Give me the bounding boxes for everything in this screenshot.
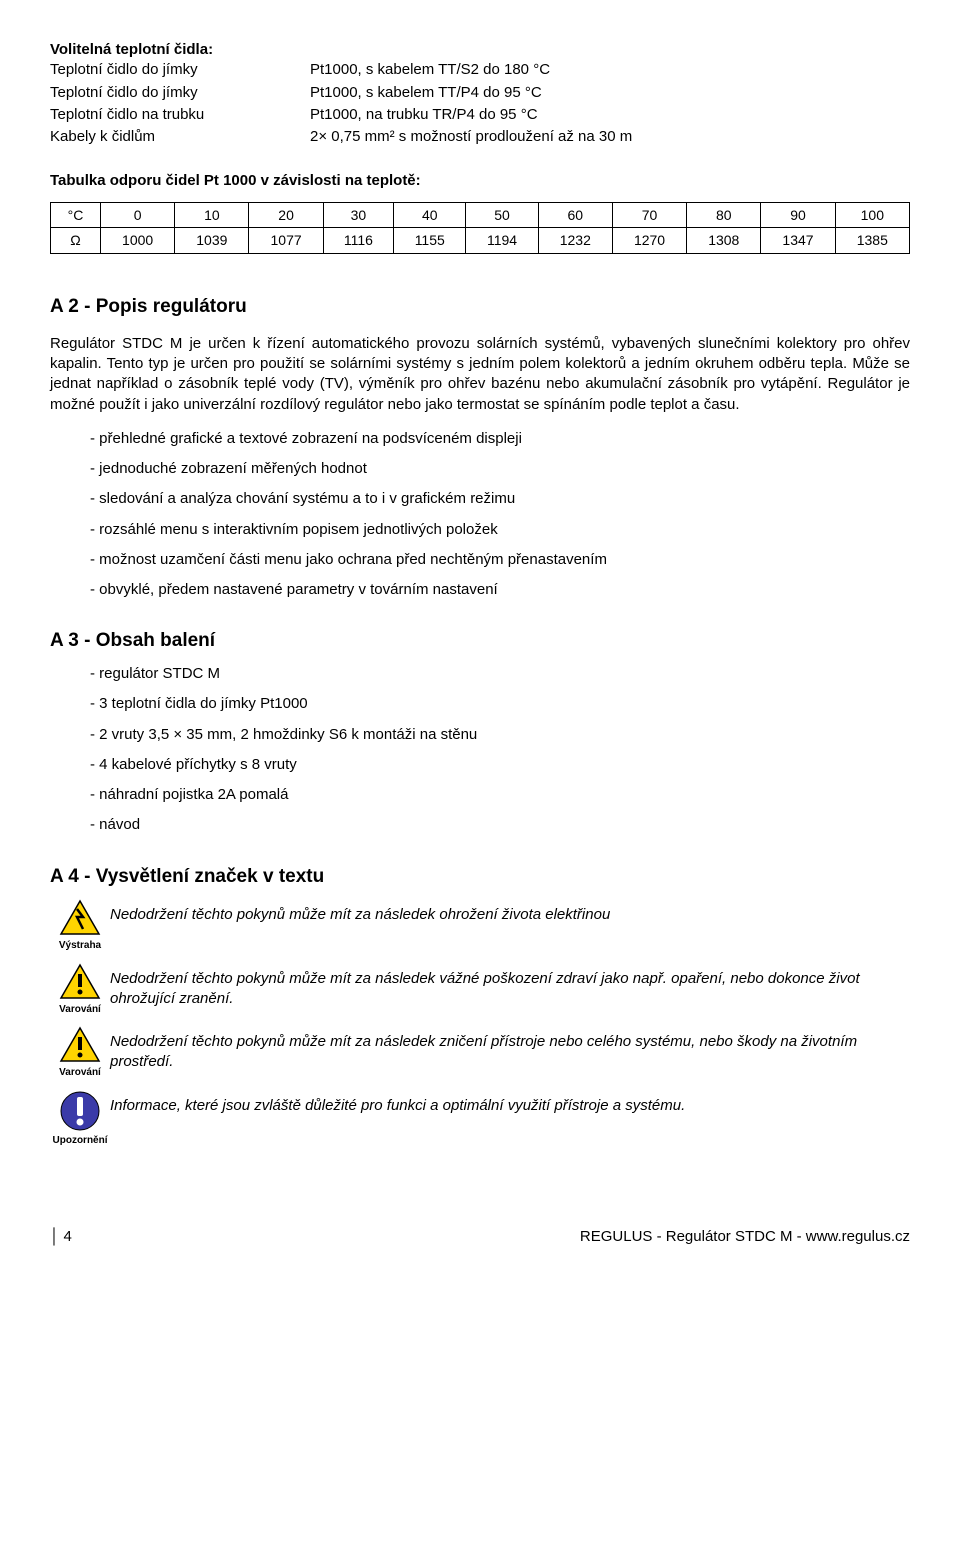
spec-label: Teplotní čidlo do jímky xyxy=(50,60,310,80)
list-item: možnost uzamčení části menu jako ochrana… xyxy=(90,550,910,570)
table-cell: 30 xyxy=(323,202,393,228)
table-cell: 70 xyxy=(612,202,686,228)
list-item: jednoduché zobrazení měřených hodnot xyxy=(90,459,910,479)
list-item: náhradní pojistka 2A pomalá xyxy=(90,785,910,805)
table-cell: 1385 xyxy=(835,228,909,254)
table-cell: 1000 xyxy=(101,228,175,254)
icon-caption: Varování xyxy=(50,1066,110,1080)
table-cell: 80 xyxy=(687,202,761,228)
spec-value: Pt1000, s kabelem TT/S2 do 180 °C xyxy=(310,60,910,80)
page-footer: │ 4 REGULUS - Regulátor STDC M - www.reg… xyxy=(50,1227,910,1247)
list-item: rozsáhlé menu s interaktivním popisem je… xyxy=(90,520,910,540)
resist-table-title: Tabulka odporu čidel Pt 1000 v závislost… xyxy=(50,171,910,191)
spec-row: Kabely k čidlům2× 0,75 mm² s možností pr… xyxy=(50,127,910,147)
bolt-icon: Výstraha xyxy=(50,899,110,953)
list-item: 4 kabelové příchytky s 8 vruty xyxy=(90,755,910,775)
icon-caption: Výstraha xyxy=(50,939,110,953)
list-item: 3 teplotní čidla do jímky Pt1000 xyxy=(90,694,910,714)
footer-product: REGULUS - Regulátor STDC M - www.regulus… xyxy=(580,1227,910,1247)
a4-title: A 4 - Vysvětlení značek v textu xyxy=(50,864,910,890)
table-cell: 0 xyxy=(101,202,175,228)
footer-page-number: │ 4 xyxy=(50,1227,72,1247)
table-cell: 1194 xyxy=(466,228,538,254)
table-cell: 50 xyxy=(466,202,538,228)
warning-text: Nedodržení těchto pokynů může mít za nás… xyxy=(110,963,910,1010)
list-item: obvyklé, předem nastavené parametry v to… xyxy=(90,580,910,600)
warning-block: VýstrahaNedodržení těchto pokynů může mí… xyxy=(50,899,910,953)
spec-label: Kabely k čidlům xyxy=(50,127,310,147)
spec-value: 2× 0,75 mm² s možností prodloužení až na… xyxy=(310,127,910,147)
warning-text: Informace, které jsou zvláště důležité p… xyxy=(110,1090,910,1116)
spec-row: Teplotní čidlo do jímkyPt1000, s kabelem… xyxy=(50,60,910,80)
spec-value: Pt1000, na trubku TR/P4 do 95 °C xyxy=(310,105,910,125)
a2-paragraph: Regulátor STDC M je určen k řízení autom… xyxy=(50,334,910,415)
table-cell: 1347 xyxy=(761,228,835,254)
spec-row: Teplotní čidlo do jímkyPt1000, s kabelem… xyxy=(50,83,910,103)
table-cell: 90 xyxy=(761,202,835,228)
resist-table: °C0102030405060708090100 Ω10001039107711… xyxy=(50,202,910,255)
table-cell: 100 xyxy=(835,202,909,228)
table-cell: 60 xyxy=(538,202,612,228)
list-item: přehledné grafické a textové zobrazení n… xyxy=(90,429,910,449)
table-cell: Ω xyxy=(51,228,101,254)
list-item: sledování a analýza chování systému a to… xyxy=(90,489,910,509)
info-icon: Upozornění xyxy=(50,1090,110,1148)
table-cell: 1270 xyxy=(612,228,686,254)
warning-block: Upozornění Informace, které jsou zvláště … xyxy=(50,1090,910,1148)
table-cell: 1232 xyxy=(538,228,612,254)
table-cell: 1116 xyxy=(323,228,393,254)
spec-row: Teplotní čidlo na trubkuPt1000, na trubk… xyxy=(50,105,910,125)
icon-caption: Upozornění xyxy=(50,1134,110,1148)
exclamation-icon: Varování xyxy=(50,963,110,1017)
exclamation-icon: Varování xyxy=(50,1026,110,1080)
warning-block: VarováníNedodržení těchto pokynů může mí… xyxy=(50,1026,910,1080)
optional-title: Volitelná teplotní čidla: xyxy=(50,40,910,60)
table-cell: 1308 xyxy=(687,228,761,254)
list-item: regulátor STDC M xyxy=(90,664,910,684)
table-cell: 10 xyxy=(175,202,249,228)
warning-text: Nedodržení těchto pokynů může mít za nás… xyxy=(110,899,910,925)
a2-bullets: přehledné grafické a textové zobrazení n… xyxy=(50,429,910,601)
table-cell: 1155 xyxy=(394,228,466,254)
table-cell: 1039 xyxy=(175,228,249,254)
warning-block: VarováníNedodržení těchto pokynů může mí… xyxy=(50,963,910,1017)
a3-bullets: regulátor STDC M 3 teplotní čidla do jímk… xyxy=(50,664,910,836)
optional-rows: Teplotní čidlo do jímkyPt1000, s kabelem… xyxy=(50,60,910,147)
table-cell: 40 xyxy=(394,202,466,228)
spec-label: Teplotní čidlo na trubku xyxy=(50,105,310,125)
table-cell: 1077 xyxy=(249,228,323,254)
table-cell: °C xyxy=(51,202,101,228)
spec-value: Pt1000, s kabelem TT/P4 do 95 °C xyxy=(310,83,910,103)
spec-label: Teplotní čidlo do jímky xyxy=(50,83,310,103)
table-cell: 20 xyxy=(249,202,323,228)
list-item: 2 vruty 3,5 × 35 mm, 2 hmoždinky S6 k mo… xyxy=(90,725,910,745)
a4-items: VýstrahaNedodržení těchto pokynů může mí… xyxy=(50,899,910,1147)
list-item: návod xyxy=(90,815,910,835)
a2-title: A 2 - Popis regulátoru xyxy=(50,294,910,320)
a3-title: A 3 - Obsah balení xyxy=(50,628,910,654)
warning-text: Nedodržení těchto pokynů může mít za nás… xyxy=(110,1026,910,1073)
icon-caption: Varování xyxy=(50,1003,110,1017)
